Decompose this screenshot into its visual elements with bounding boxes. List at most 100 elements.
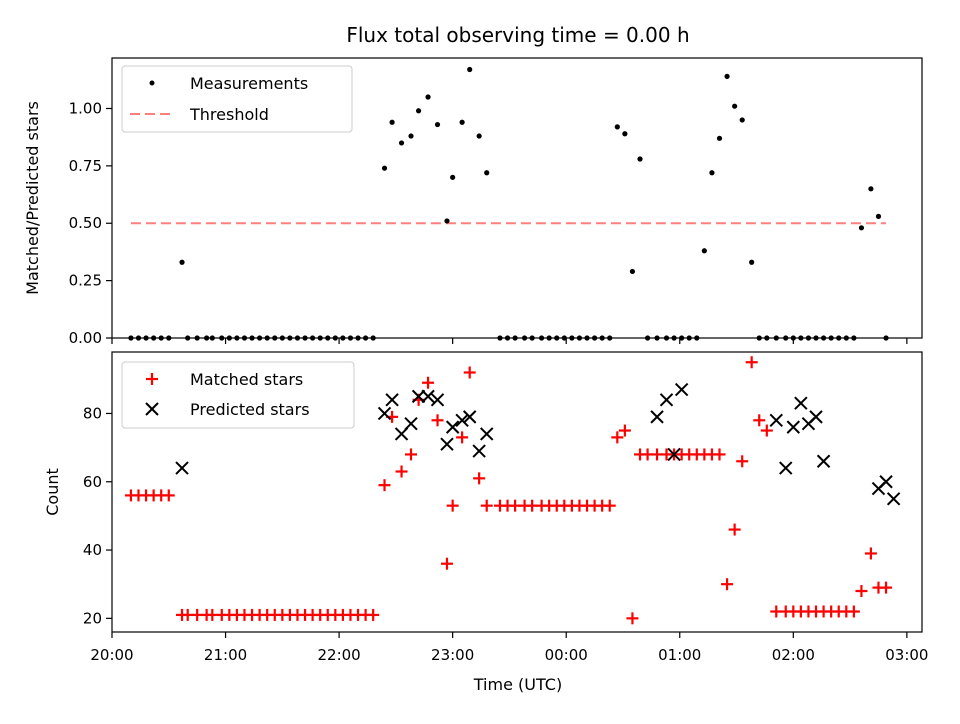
predicted-star-point — [411, 389, 426, 404]
measurement-point — [310, 335, 316, 341]
measurement-point — [219, 335, 225, 341]
bottom-plot-frame — [111, 351, 923, 633]
bottom-y-tick-label: 80 — [83, 404, 102, 422]
top-axes: 0.00 0.25 0.50 0.75 1.00 Matched/Predicted s… — [23, 57, 923, 347]
measurement-point — [234, 335, 240, 341]
matched-star-point — [855, 585, 868, 598]
top-y-axis-label: Matched/Predicted stars — [23, 101, 42, 295]
measurement-point — [709, 170, 715, 176]
measurement-point — [497, 335, 503, 341]
predicted-star-points — [175, 382, 901, 506]
matched-star-point — [847, 605, 860, 618]
chart-title: Flux total observing time = 0.00 h — [346, 23, 689, 47]
x-tick-label: 02:00 — [772, 646, 815, 664]
bottom-legend: Matched stars Predicted stars — [121, 361, 355, 429]
matched-star-point — [728, 523, 741, 536]
predicted-star-point — [462, 410, 477, 424]
x-tick-label: 22:00 — [317, 646, 360, 664]
predicted-star-point — [674, 382, 689, 397]
measurement-point — [415, 108, 422, 114]
legend-measurements-label: Measurements — [190, 74, 308, 93]
measurement-point — [554, 335, 560, 341]
measurement-point — [362, 335, 369, 341]
top-y-tick-label: 0.50 — [69, 214, 102, 232]
measurement-point — [302, 335, 308, 341]
predicted-star-point — [667, 447, 681, 462]
bottom-y-ticks: 20 40 60 80 — [83, 404, 112, 627]
matched-star-point — [713, 448, 726, 461]
measurement-point — [607, 335, 613, 341]
measurement-point — [185, 335, 191, 341]
measurement-point — [637, 156, 643, 162]
matched-star-point — [626, 612, 639, 625]
measurement-point — [805, 335, 812, 341]
measurement-point — [425, 94, 431, 100]
measurement-point — [546, 335, 552, 341]
predicted-star-point — [769, 413, 783, 427]
x-tick-label: 23:00 — [431, 646, 474, 664]
matched-star-point — [446, 499, 459, 512]
measurement-point — [591, 335, 598, 341]
predicted-star-point — [879, 475, 893, 489]
measurement-point — [209, 335, 215, 341]
x-tick-label: 21:00 — [204, 646, 247, 664]
measurement-point — [484, 170, 490, 176]
measurement-point — [325, 335, 331, 341]
measurement-point — [732, 103, 738, 109]
matched-star-point — [395, 465, 408, 478]
x-axis-label: Time (UTC) — [473, 675, 562, 694]
measurement-point — [444, 218, 450, 224]
matched-star-point — [367, 608, 380, 621]
predicted-star-point — [430, 393, 445, 407]
predicted-star-point — [480, 427, 494, 441]
predicted-star-point — [472, 444, 486, 458]
predicted-star-point — [404, 417, 418, 431]
matched-star-point — [422, 376, 435, 389]
measurement-point — [686, 335, 692, 341]
measurement-point — [272, 335, 278, 341]
matched-star-point — [618, 424, 631, 437]
matched-star-point — [721, 578, 734, 591]
matched-star-point — [603, 499, 616, 512]
measurement-point — [332, 335, 338, 341]
measurement-point — [257, 335, 263, 341]
measurement-point — [264, 335, 270, 341]
top-y-tick-label: 0.25 — [69, 272, 102, 290]
measurement-point — [629, 268, 636, 275]
predicted-star-point — [794, 396, 808, 410]
measurement-point — [584, 335, 590, 341]
matched-star-point — [431, 414, 444, 427]
matched-star-point — [745, 356, 758, 369]
measurement-point — [504, 335, 511, 341]
measurement-point — [828, 335, 834, 341]
measurement-point — [370, 335, 376, 341]
predicted-star-point — [816, 454, 831, 468]
measurement-point — [694, 335, 700, 341]
measurement-point — [521, 335, 528, 341]
predicted-star-point — [421, 389, 435, 404]
measurement-point — [128, 335, 134, 341]
x-tick-label: 20:00 — [90, 646, 133, 664]
measurement-point — [340, 335, 346, 341]
measurement-point — [756, 335, 762, 341]
top-legend: Measurements Threshold — [121, 65, 353, 133]
measurement-point — [279, 335, 285, 341]
legend-matched-label: Matched stars — [190, 370, 303, 389]
measurement-point — [135, 335, 142, 341]
measurement-point — [644, 335, 651, 341]
measurement-point — [749, 259, 755, 265]
measurement-point — [622, 131, 628, 137]
measurement-point — [241, 335, 248, 341]
measurement-point — [836, 335, 842, 341]
measurement-point — [883, 335, 889, 341]
measurement-point — [739, 117, 745, 123]
measurement-point — [389, 119, 395, 125]
matched-star-point — [456, 431, 469, 444]
legend-predicted-marker — [145, 402, 159, 416]
measurement-point — [679, 335, 685, 341]
predicted-star-point — [445, 420, 460, 434]
bottom-y-axis-label: Count — [43, 468, 62, 516]
measurement-point — [790, 335, 796, 341]
measurement-point — [226, 335, 232, 341]
matched-star-point — [463, 366, 476, 379]
